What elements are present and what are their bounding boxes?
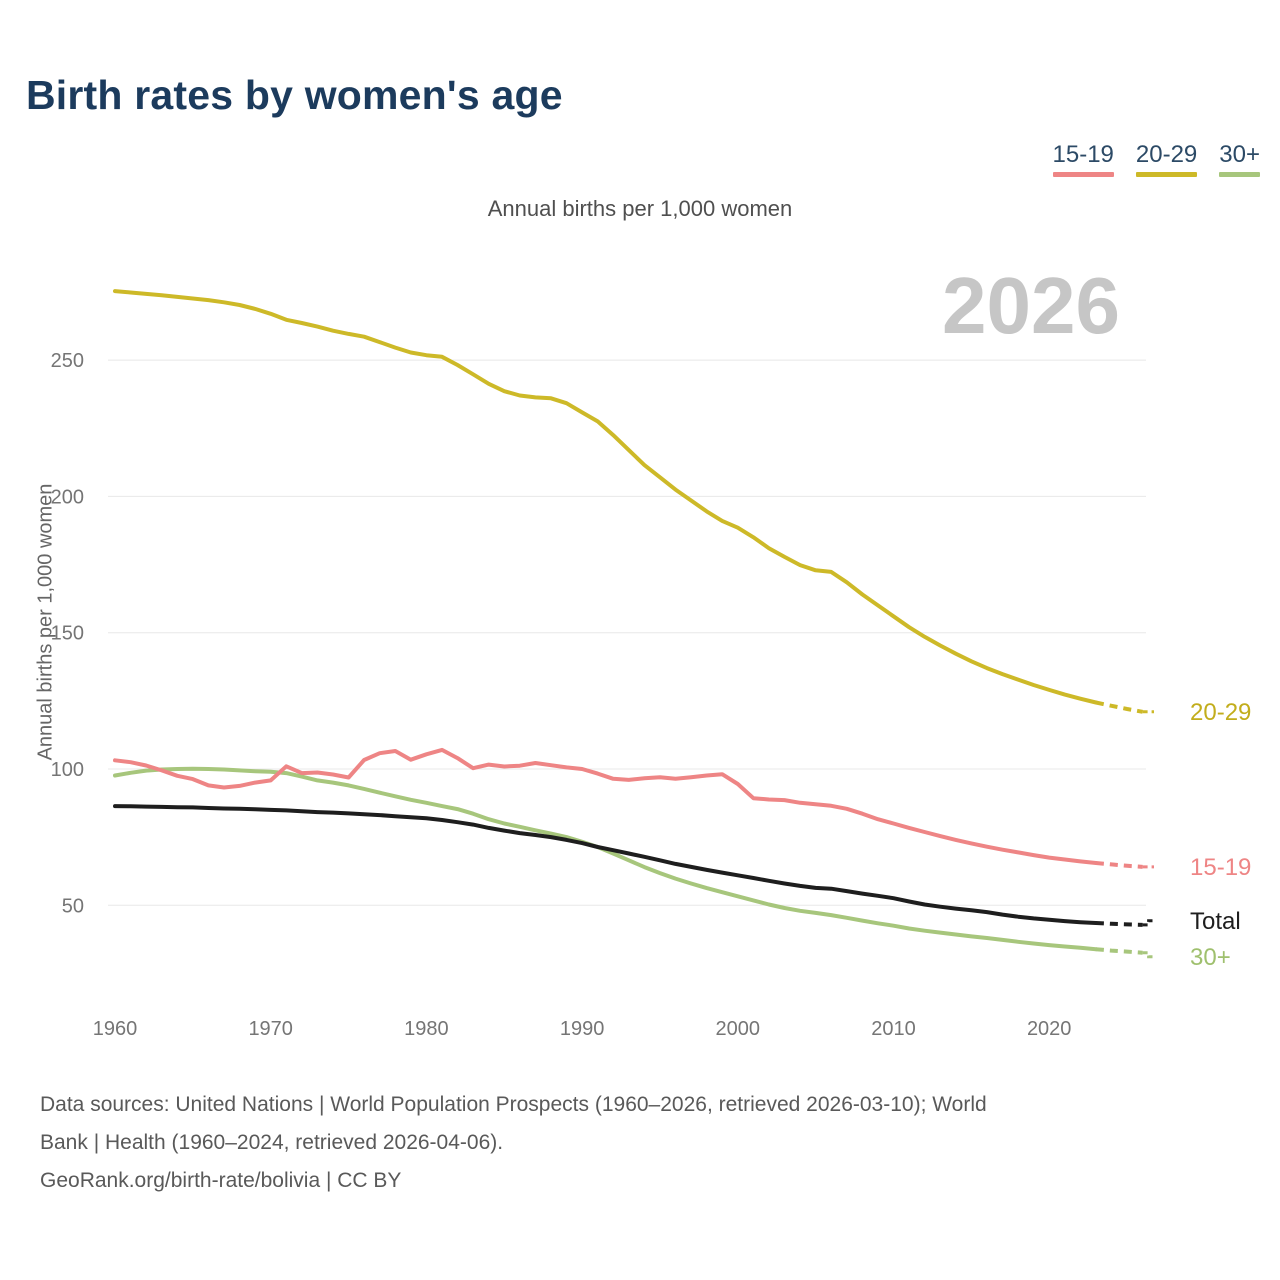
legend-item-label: 20-29 — [1135, 141, 1198, 168]
x-tick-label: 2000 — [716, 1018, 761, 1040]
series-end-label-15-19[interactable]: 15-19 — [1190, 854, 1251, 881]
series-end-label-30plus[interactable]: 30+ — [1190, 944, 1231, 971]
series-leader-line-total — [1142, 919, 1154, 927]
series-projection-line-15-19[interactable] — [1095, 861, 1143, 869]
x-tick-label: 2010 — [871, 1018, 916, 1040]
data-sources-note-line1: Data sources: United Nations | World Pop… — [40, 1093, 987, 1116]
y-tick-label: 50 — [62, 895, 84, 917]
series-line-30plus[interactable] — [113, 766, 1098, 952]
legend-underline-20-29 — [1135, 172, 1198, 177]
legend-underline-15-19 — [1052, 172, 1114, 177]
x-tick-label: 1980 — [404, 1018, 449, 1040]
y-tick-label: 200 — [51, 486, 84, 508]
series-line-total[interactable] — [113, 804, 1098, 925]
watermark-year: 2026 — [942, 261, 1120, 350]
chart-subtitle: Annual births per 1,000 women — [487, 196, 793, 221]
footer: Data sources: United Nations | World Pop… — [40, 1086, 987, 1200]
series-projection-line-30plus[interactable] — [1095, 947, 1143, 955]
page-title: Birth rates by women's age — [26, 72, 563, 118]
legend: 15-19 20-29 30+ — [1052, 141, 1260, 177]
legend-item-label: 30+ — [1219, 141, 1260, 168]
x-tick-label: 1970 — [248, 1018, 293, 1040]
series-projection-line-20-29[interactable] — [1095, 700, 1143, 714]
series-leader-line-30plus — [1142, 951, 1154, 959]
series-line-20-29[interactable] — [113, 289, 1098, 705]
x-tick-label: 1960 — [93, 1018, 138, 1040]
x-tick-label: 2020 — [1027, 1018, 1072, 1040]
y-tick-label: 250 — [51, 350, 84, 372]
x-tick-label: 1990 — [560, 1018, 605, 1040]
attribution-link[interactable]: GeoRank.org/birth-rate/bolivia | CC BY — [40, 1169, 402, 1192]
y-tick-label: 150 — [51, 623, 84, 645]
legend-underline-30plus — [1219, 172, 1260, 177]
data-sources-note-line2: Bank | Health (1960–2024, retrieved 2026… — [40, 1131, 504, 1154]
series-line-15-19[interactable] — [113, 747, 1098, 865]
legend-item-15-19[interactable]: 15-19 — [1052, 141, 1114, 177]
legend-item-20-29[interactable]: 20-29 — [1135, 141, 1198, 177]
series-end-label-total[interactable]: Total — [1190, 908, 1241, 935]
series-projection-line-total[interactable] — [1095, 921, 1143, 927]
y-tick-label: 100 — [51, 759, 84, 781]
legend-item-label: 15-19 — [1052, 141, 1114, 168]
series-end-label-20-29[interactable]: 20-29 — [1190, 699, 1251, 726]
legend-item-30plus[interactable]: 30+ — [1219, 141, 1260, 177]
